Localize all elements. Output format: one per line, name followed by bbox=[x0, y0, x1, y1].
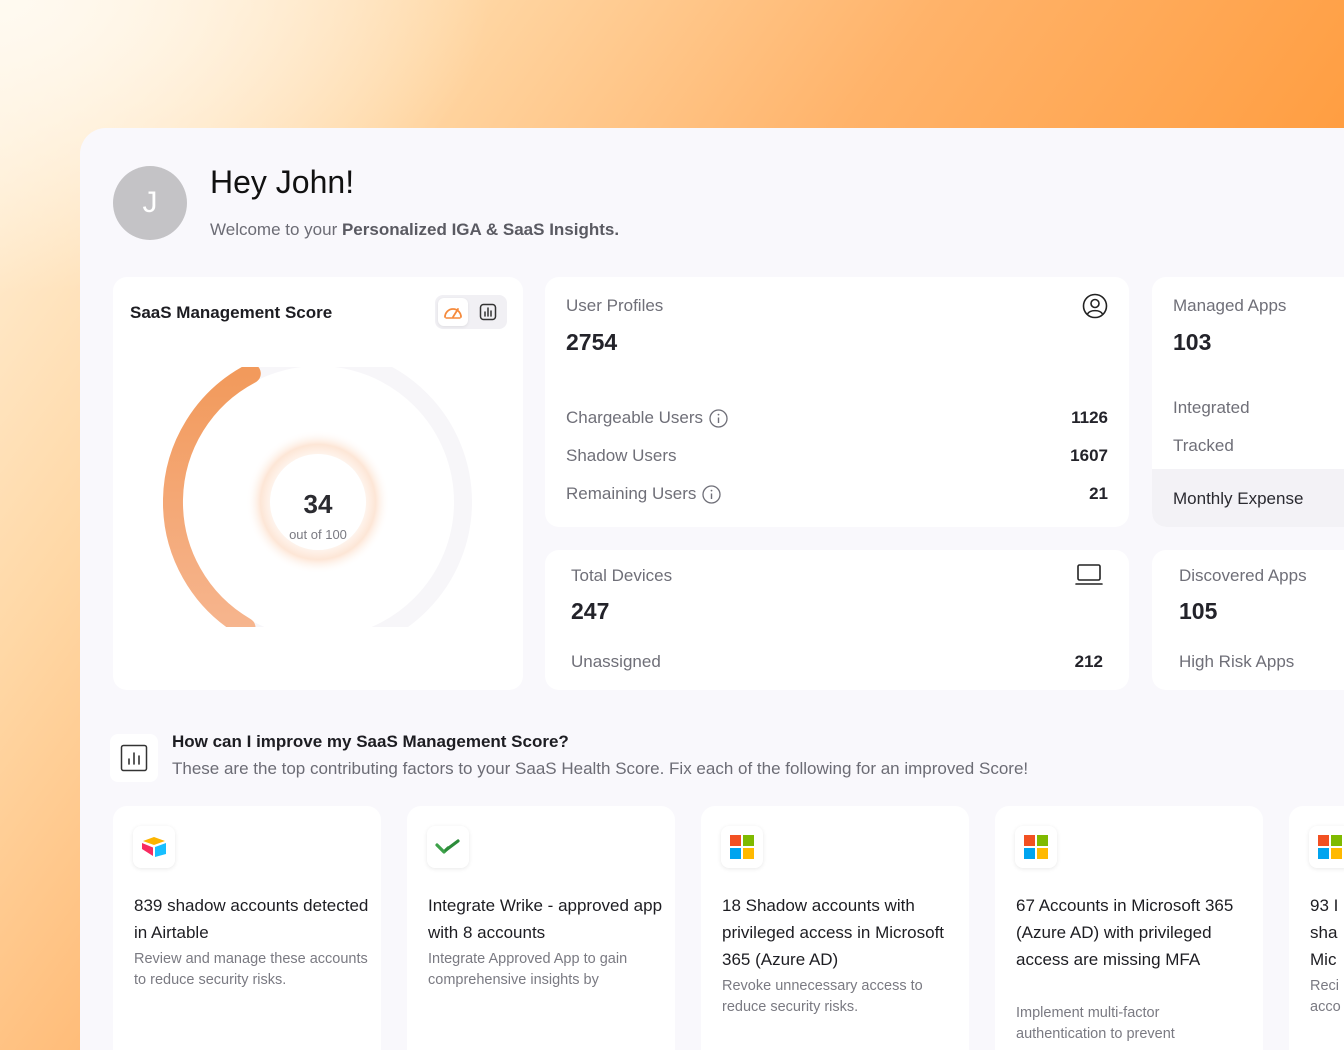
user-profiles-value: 2754 bbox=[566, 329, 618, 355]
avatar[interactable]: J bbox=[113, 166, 187, 240]
managed-apps-card[interactable]: Managed Apps 103 Integrated Tracked Mont… bbox=[1152, 277, 1344, 527]
factor-title: 67 Accounts in Microsoft 365 (Azure AD) … bbox=[1016, 896, 1234, 969]
total-devices-label: Total Devices bbox=[571, 566, 673, 585]
factor-title: 839 shadow accounts detected in Airtable bbox=[134, 896, 369, 942]
user-profiles-label: User Profiles bbox=[566, 296, 664, 315]
factor-description: Review and manage these accounts to redu… bbox=[134, 951, 368, 988]
factor-app-logo bbox=[133, 826, 175, 868]
gauge-score-arc bbox=[163, 367, 261, 627]
microsoft-logo-icon bbox=[1024, 835, 1048, 859]
score-card-title: SaaS Management Score bbox=[130, 303, 333, 322]
factor-title: Integrate Wrike - approved app with 8 ac… bbox=[428, 896, 663, 942]
factor-app-logo bbox=[721, 826, 763, 868]
chart-view-button[interactable] bbox=[473, 298, 503, 326]
high-risk-apps-label: High Risk Apps bbox=[1179, 652, 1295, 671]
gauge-icon bbox=[444, 308, 462, 319]
factor-app-logo bbox=[427, 826, 469, 868]
factor-title: 93 I sha Mic bbox=[1310, 896, 1339, 969]
user-circle-icon bbox=[1082, 293, 1108, 319]
monthly-expense-label: Monthly Expense bbox=[1173, 489, 1304, 508]
avatar-initial: J bbox=[142, 186, 158, 219]
gauge-center bbox=[270, 454, 366, 550]
microsoft-logo-icon bbox=[1318, 835, 1342, 859]
dashboard-panel: J Hey John! Welcome to your Personalized… bbox=[80, 128, 1344, 1050]
remaining-users-label: Remaining Users bbox=[566, 484, 722, 504]
chargeable-users-text: Chargeable Users bbox=[566, 408, 704, 427]
chart-icon bbox=[479, 303, 497, 321]
wrike-logo-icon bbox=[435, 839, 460, 854]
greeting-subtitle-bold: Personalized IGA & SaaS Insights. bbox=[341, 220, 620, 239]
monthly-expense-strip[interactable]: Monthly Expense bbox=[1152, 469, 1344, 527]
factor-description: Implement multi-factor authentication to… bbox=[1016, 1005, 1175, 1042]
score-out-of: out of 100 bbox=[289, 527, 347, 542]
managed-apps-value: 103 bbox=[1173, 329, 1212, 355]
factor-app-logo bbox=[1015, 826, 1057, 868]
integrated-label: Integrated bbox=[1173, 398, 1250, 417]
score-value: 34 bbox=[303, 489, 333, 519]
unassigned-label: Unassigned bbox=[571, 652, 661, 671]
user-profiles-card[interactable]: User Profiles 2754 Chargeable Users 1126… bbox=[545, 277, 1129, 527]
unassigned-value: 212 bbox=[1074, 652, 1103, 671]
airtable-logo-icon bbox=[142, 837, 166, 857]
improve-section-icon-box bbox=[110, 734, 158, 782]
greeting-subtitle: Welcome to your Personalized IGA & SaaS … bbox=[210, 220, 619, 240]
managed-apps-label: Managed Apps bbox=[1173, 296, 1287, 315]
shadow-users-value: 1607 bbox=[1070, 446, 1108, 465]
improve-title: How can I improve my SaaS Management Sco… bbox=[172, 732, 569, 751]
factor-card[interactable]: Integrate Wrike - approved app with 8 ac… bbox=[407, 806, 675, 1050]
remaining-users-value: 21 bbox=[1089, 484, 1108, 503]
remaining-users-text: Remaining Users bbox=[566, 484, 697, 503]
total-devices-card[interactable]: Total Devices 247 Unassigned 212 bbox=[545, 550, 1129, 690]
discovered-apps-card[interactable]: Discovered Apps 105 High Risk Apps bbox=[1152, 550, 1344, 690]
factor-description: Integrate Approved App to gain comprehen… bbox=[428, 951, 628, 988]
microsoft-logo-icon bbox=[730, 835, 754, 859]
factor-card[interactable]: 18 Shadow accounts with privileged acces… bbox=[701, 806, 969, 1050]
total-devices-value: 247 bbox=[571, 598, 610, 624]
chargeable-users-value: 1126 bbox=[1071, 408, 1108, 427]
factor-card[interactable]: 67 Accounts in Microsoft 365 (Azure AD) … bbox=[995, 806, 1263, 1050]
discovered-apps-value: 105 bbox=[1179, 598, 1218, 624]
greeting-title: Hey John! bbox=[210, 164, 355, 200]
factor-app-logo bbox=[1309, 826, 1344, 868]
score-view-toggle bbox=[435, 295, 507, 329]
discovered-apps-label: Discovered Apps bbox=[1179, 566, 1307, 585]
improve-subtitle: These are the top contributing factors t… bbox=[172, 759, 1029, 778]
chargeable-users-label: Chargeable Users bbox=[566, 408, 728, 428]
score-gauge bbox=[163, 367, 472, 627]
factor-title: 18 Shadow accounts with privileged acces… bbox=[722, 896, 945, 969]
bar-chart-icon bbox=[120, 744, 148, 772]
tracked-label: Tracked bbox=[1173, 436, 1234, 455]
factor-card[interactable]: 93 I sha Mic Reci acco bbox=[1289, 806, 1344, 1050]
laptop-icon bbox=[1075, 564, 1103, 585]
gauge-view-button[interactable] bbox=[438, 298, 468, 326]
greeting-subtitle-prefix: Welcome to your bbox=[210, 220, 342, 239]
info-icon[interactable] bbox=[702, 484, 722, 504]
factor-description: Reci acco bbox=[1310, 978, 1341, 1015]
info-icon[interactable] bbox=[709, 408, 728, 428]
factor-description: Revoke unnecessary access to reduce secu… bbox=[722, 978, 923, 1015]
factor-card[interactable]: 839 shadow accounts detected in Airtable… bbox=[113, 806, 381, 1050]
shadow-users-label: Shadow Users bbox=[566, 446, 677, 466]
saas-score-card: SaaS Management Score bbox=[113, 277, 523, 690]
shadow-users-text: Shadow Users bbox=[566, 446, 677, 465]
